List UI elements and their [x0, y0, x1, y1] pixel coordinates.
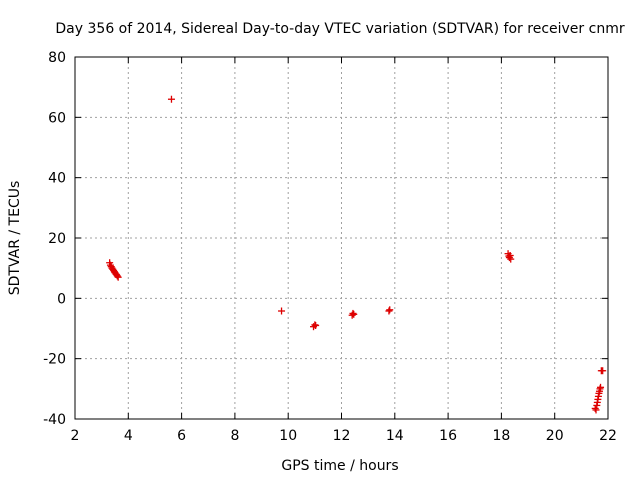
y-tick-label: 20 — [48, 231, 66, 247]
data-point — [113, 272, 121, 280]
x-axis-tick-labels: 2 4 6 8 10 12 14 16 18 20 22 — [71, 428, 617, 444]
x-tick-label: 6 — [177, 428, 186, 444]
data-point — [592, 406, 600, 414]
y-tick-label: 40 — [48, 171, 66, 187]
axis-ticks — [74, 56, 609, 420]
data-point — [312, 321, 320, 329]
data-point — [106, 261, 114, 269]
x-tick-label: 16 — [439, 428, 457, 444]
y-axis-label: SDTVAR / TECUs — [7, 181, 23, 296]
data-point — [591, 404, 599, 412]
data-point — [114, 273, 122, 281]
x-tick-label: 8 — [230, 428, 239, 444]
data-point — [350, 310, 358, 318]
x-tick-label: 14 — [386, 428, 404, 444]
x-tick-label: 10 — [279, 428, 297, 444]
y-tick-label: -40 — [43, 412, 66, 428]
data-point — [507, 255, 515, 263]
y-tick-label: 0 — [57, 291, 66, 307]
data-points — [106, 95, 607, 414]
x-axis-label: GPS time / hours — [281, 458, 398, 474]
x-tick-label: 12 — [333, 428, 351, 444]
x-tick-label: 2 — [71, 428, 80, 444]
data-point — [386, 306, 394, 314]
chart-title: Day 356 of 2014, Sidereal Day-to-day VTE… — [55, 21, 624, 37]
y-tick-label: -20 — [43, 352, 66, 368]
x-tick-label: 18 — [492, 428, 510, 444]
data-point — [385, 307, 393, 315]
data-point — [597, 383, 605, 391]
y-tick-label: 60 — [48, 110, 66, 126]
data-point — [278, 307, 286, 315]
data-point — [167, 95, 175, 103]
x-tick-label: 22 — [599, 428, 617, 444]
grid — [75, 57, 608, 419]
x-tick-label: 4 — [124, 428, 133, 444]
data-point — [349, 309, 357, 317]
y-tick-label: 80 — [48, 50, 66, 66]
x-tick-label: 20 — [546, 428, 564, 444]
y-axis-tick-labels: -40 -20 0 20 40 60 80 — [43, 50, 66, 428]
data-point — [599, 367, 607, 375]
